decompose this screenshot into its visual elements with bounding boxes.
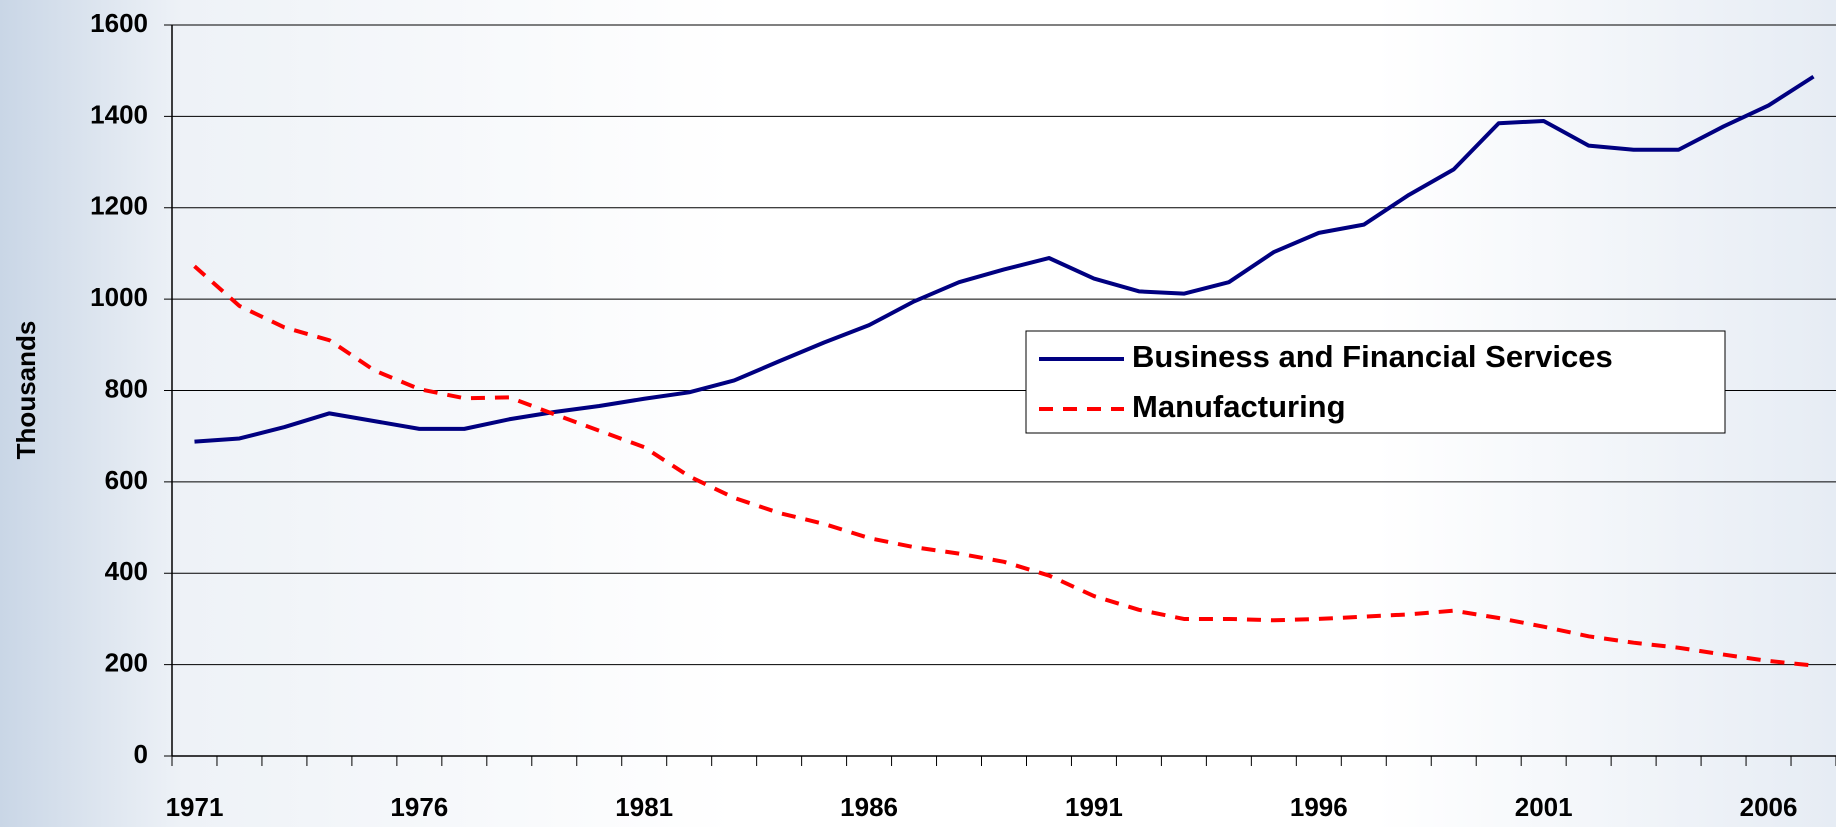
x-tick-label: 1971 xyxy=(166,792,224,822)
y-tick-label: 1000 xyxy=(90,282,148,312)
legend-box xyxy=(1025,330,1726,434)
legend-label: Manufacturing xyxy=(1132,389,1346,424)
x-tick-label: 1976 xyxy=(390,792,448,822)
y-tick-label: 0 xyxy=(134,739,148,769)
series-line xyxy=(193,264,1814,668)
y-tick-label: 800 xyxy=(105,373,148,403)
x-tick-label: 1991 xyxy=(1065,792,1123,822)
y-tick-label: 200 xyxy=(105,648,148,678)
series-line xyxy=(194,74,1815,444)
x-tick-label: 2001 xyxy=(1515,792,1573,822)
y-tick-label: 1600 xyxy=(90,8,148,38)
x-tick-label: 1996 xyxy=(1290,792,1348,822)
x-tick-label: 2006 xyxy=(1740,792,1798,822)
y-tick-label: 1200 xyxy=(90,191,148,221)
y-tick-label: 1400 xyxy=(90,99,148,129)
y-tick-label: 400 xyxy=(105,556,148,586)
x-tick-label: 1986 xyxy=(840,792,898,822)
y-axis-label: Thousands xyxy=(11,321,41,460)
x-tick-label: 1981 xyxy=(615,792,673,822)
legend-label: Business and Financial Services xyxy=(1132,339,1613,374)
y-tick-label: 600 xyxy=(105,465,148,495)
